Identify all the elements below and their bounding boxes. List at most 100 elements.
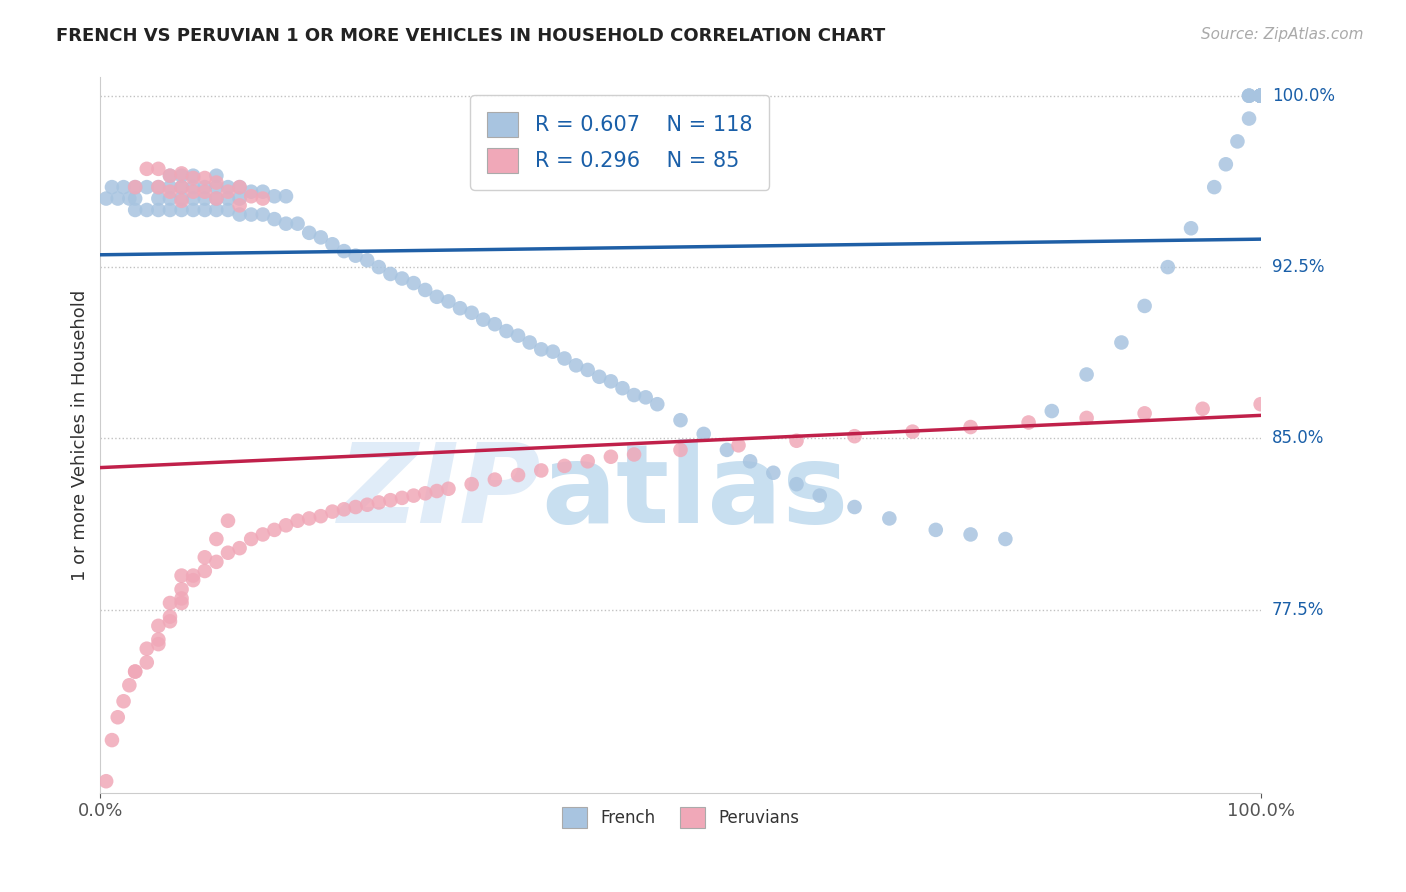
Point — [159, 614, 181, 628]
Point — [228, 541, 250, 556]
Point — [344, 249, 367, 263]
Point — [380, 267, 402, 281]
Point — [762, 466, 785, 480]
Point — [437, 482, 460, 496]
Text: 77.5%: 77.5% — [1272, 601, 1324, 619]
Point — [135, 202, 157, 217]
Point — [506, 468, 529, 483]
Point — [367, 260, 389, 274]
Point — [959, 527, 981, 541]
Point — [298, 511, 321, 525]
Point — [205, 169, 228, 183]
Point — [194, 192, 217, 206]
Point — [1250, 88, 1272, 103]
Point — [309, 230, 332, 244]
Point — [1076, 368, 1098, 382]
Point — [148, 161, 170, 176]
Point — [274, 518, 297, 533]
Point — [1157, 260, 1180, 274]
Point — [148, 192, 170, 206]
Point — [321, 237, 343, 252]
Point — [148, 202, 170, 217]
Point — [599, 450, 621, 464]
Point — [599, 375, 621, 389]
Point — [727, 438, 749, 452]
Point — [391, 271, 413, 285]
Point — [194, 180, 217, 194]
Point — [786, 434, 808, 448]
Point — [170, 596, 193, 610]
Point — [413, 486, 436, 500]
Point — [159, 185, 181, 199]
Point — [1250, 88, 1272, 103]
Point — [367, 495, 389, 509]
Point — [1133, 406, 1156, 420]
Point — [1237, 88, 1260, 103]
Point — [530, 463, 553, 477]
Point — [181, 573, 204, 587]
Point — [107, 710, 129, 724]
Point — [1250, 88, 1272, 103]
Point — [124, 665, 146, 679]
Point — [1237, 88, 1260, 103]
Point — [669, 413, 692, 427]
Point — [356, 253, 378, 268]
Point — [669, 442, 692, 457]
Point — [287, 217, 309, 231]
Point — [118, 192, 141, 206]
Point — [194, 550, 217, 565]
Point — [252, 185, 274, 199]
Point — [194, 185, 217, 199]
Point — [170, 180, 193, 194]
Text: 85.0%: 85.0% — [1272, 429, 1324, 448]
Point — [380, 493, 402, 508]
Text: atlas: atlas — [541, 439, 849, 546]
Point — [240, 532, 263, 546]
Point — [181, 180, 204, 194]
Point — [309, 509, 332, 524]
Point — [1215, 157, 1237, 171]
Text: FRENCH VS PERUVIAN 1 OR MORE VEHICLES IN HOUSEHOLD CORRELATION CHART: FRENCH VS PERUVIAN 1 OR MORE VEHICLES IN… — [56, 27, 886, 45]
Point — [170, 180, 193, 194]
Point — [181, 192, 204, 206]
Point — [170, 166, 193, 180]
Point — [170, 169, 193, 183]
Point — [252, 208, 274, 222]
Point — [588, 369, 610, 384]
Point — [1204, 180, 1226, 194]
Point — [786, 477, 808, 491]
Point — [159, 596, 181, 610]
Point — [1250, 88, 1272, 103]
Point — [576, 454, 599, 468]
Point — [519, 335, 541, 350]
Point — [217, 180, 239, 194]
Point — [124, 192, 146, 206]
Point — [530, 343, 553, 357]
Point — [1133, 299, 1156, 313]
Point — [553, 458, 575, 473]
Text: 92.5%: 92.5% — [1272, 258, 1324, 277]
Point — [426, 483, 449, 498]
Point — [333, 502, 356, 516]
Point — [228, 208, 250, 222]
Point — [170, 202, 193, 217]
Point — [274, 217, 297, 231]
Point — [205, 180, 228, 194]
Point — [344, 500, 367, 514]
Point — [217, 185, 239, 199]
Point — [901, 425, 924, 439]
Point — [135, 161, 157, 176]
Point — [159, 169, 181, 183]
Point — [287, 514, 309, 528]
Point — [94, 192, 117, 206]
Point — [413, 283, 436, 297]
Point — [645, 397, 668, 411]
Point — [460, 477, 482, 491]
Point — [472, 312, 495, 326]
Point — [541, 344, 564, 359]
Point — [159, 169, 181, 183]
Point — [449, 301, 471, 316]
Point — [1250, 88, 1272, 103]
Point — [148, 637, 170, 651]
Point — [170, 192, 193, 206]
